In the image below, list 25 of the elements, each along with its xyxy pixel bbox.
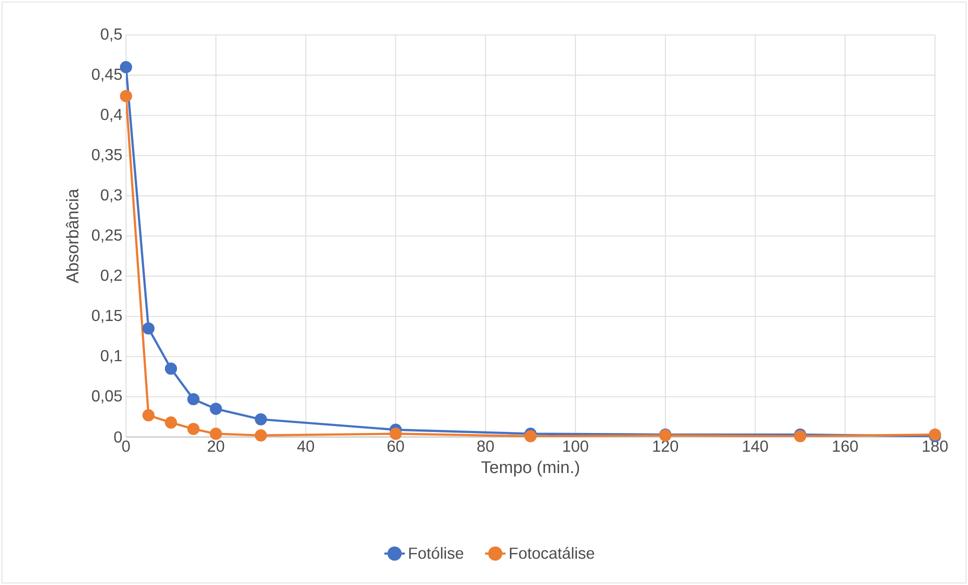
x-tick-label: 160 [832,440,858,452]
y-tick-label: 0,35 [92,148,122,162]
y-tick-label: 0,15 [92,310,122,323]
legend-label: Fotocatálise [510,546,594,559]
y-tick-label: 0,3 [100,189,122,202]
y-tick-label: 0 [114,431,122,443]
y-tick-label: 0,2 [100,270,122,283]
x-tick-label: 40 [297,440,314,452]
y-tick-label: 0,5 [100,28,122,42]
y-tick-label: 0,1 [100,350,122,364]
x-tick-label: 0 [122,440,130,452]
x-tick-label: 180 [922,440,948,452]
y-tick-label: 0,25 [92,229,122,243]
legend-label: Fotólise [409,546,464,559]
y-tick-label: 0,4 [100,108,122,122]
x-tick-label: 120 [653,440,678,452]
y-tick-label: 0,05 [92,390,122,404]
x-tick-label: 100 [563,440,588,452]
x-axis-title: Tempo (min.) [481,460,580,477]
x-tick-label: 20 [208,440,224,452]
y-axis-title: Absorbância [66,188,78,284]
x-tick-label: 80 [477,440,494,452]
x-tick-label: 60 [388,440,404,452]
y-tick-label: 0,45 [92,68,122,82]
x-tick-label: 140 [743,440,768,452]
